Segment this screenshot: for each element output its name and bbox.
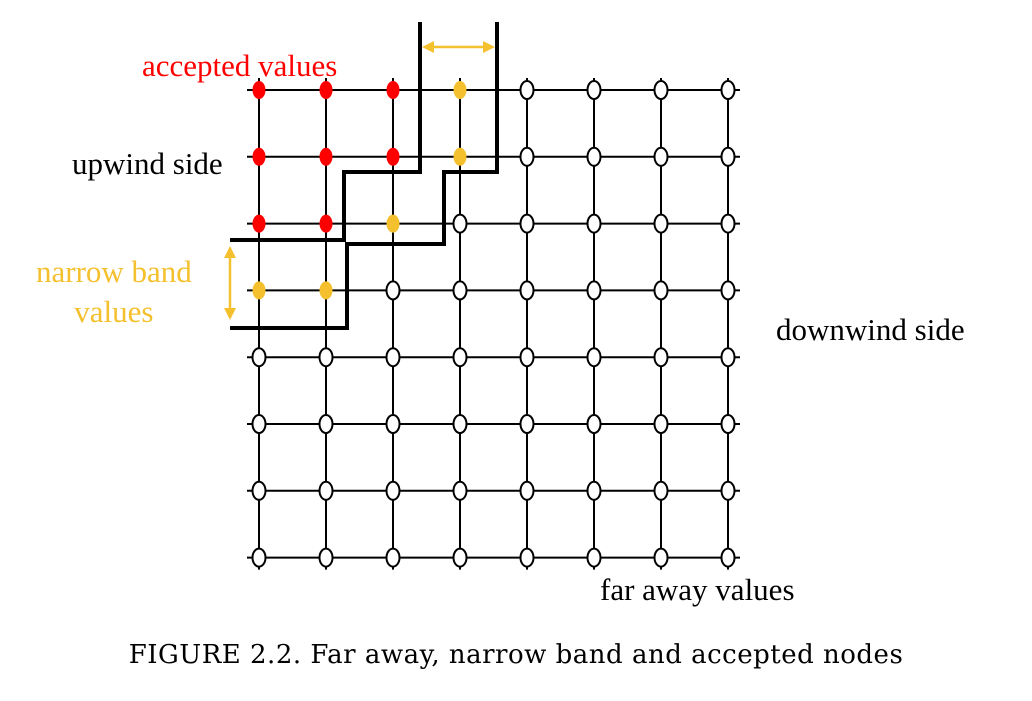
far-node [720,414,736,434]
accepted-node [252,147,266,166]
far-node [519,213,535,234]
far-node [586,347,602,368]
far-node [720,146,736,167]
accepted-node [252,81,266,99]
far-node [452,213,468,234]
far-node [720,80,736,100]
narrow-node [386,214,400,233]
far-node [586,547,602,568]
horizontal-band-width-arrow [422,41,495,53]
far-node [452,547,468,568]
band-width-arrows [224,41,495,320]
band-boundaries [230,22,499,330]
far-node [519,414,535,434]
narrow-band-label-line2: values [74,294,154,329]
far-node [385,414,401,434]
far-node [720,213,736,234]
narrow-node [252,281,266,300]
far-node [452,280,468,301]
far-node [586,414,602,434]
far-node [251,414,267,434]
upwind-side-label: upwind side [72,146,223,181]
far-node [720,480,736,501]
far-node [653,280,669,301]
accepted-node [319,214,333,233]
far-node [385,547,401,568]
narrow-band-boundary-line [230,22,499,330]
far-node [720,280,736,301]
far-node [452,480,468,501]
far-node [720,347,736,368]
far-node [653,547,669,568]
far-node [720,547,736,568]
far-node [251,480,267,501]
accepted-boundary-line [230,22,422,242]
grid-nodes [251,80,736,568]
narrow-band-label: narrow band values [36,252,192,332]
far-node [385,480,401,501]
far-node [251,547,267,568]
far-node [452,414,468,434]
far-node [452,347,468,368]
narrow-band-label-line1: narrow band [36,254,192,289]
narrow-node [319,281,333,300]
far-node [318,414,334,434]
far-node [653,414,669,434]
downwind-side-label: downwind side [776,312,965,347]
far-node [586,80,602,100]
accepted-node [386,81,400,99]
far-node [519,280,535,301]
far-node [586,213,602,234]
far-node [653,213,669,234]
far-node [519,146,535,167]
far-node [385,280,401,301]
far-node [586,280,602,301]
vertical-band-width-arrow [224,246,236,320]
accepted-values-label: accepted values [142,48,338,83]
far-node [519,80,535,100]
far-node [586,146,602,167]
far-node [318,480,334,501]
far-node [318,347,334,368]
accepted-node [252,214,266,233]
far-node [653,347,669,368]
far-node [385,347,401,368]
accepted-node [386,147,400,166]
far-node [586,480,602,501]
narrow-node [453,147,467,166]
far-node [653,480,669,501]
accepted-node [319,81,333,99]
far-node [318,547,334,568]
far-node [251,347,267,368]
far-node [519,347,535,368]
far-node [519,480,535,501]
figure-caption: FIGURE 2.2. Far away, narrow band and ac… [128,640,904,670]
accepted-node [319,147,333,166]
far-node [653,146,669,167]
far-node [519,547,535,568]
far-away-values-label: far away values [600,572,795,607]
far-node [653,80,669,100]
narrow-node [453,81,467,99]
